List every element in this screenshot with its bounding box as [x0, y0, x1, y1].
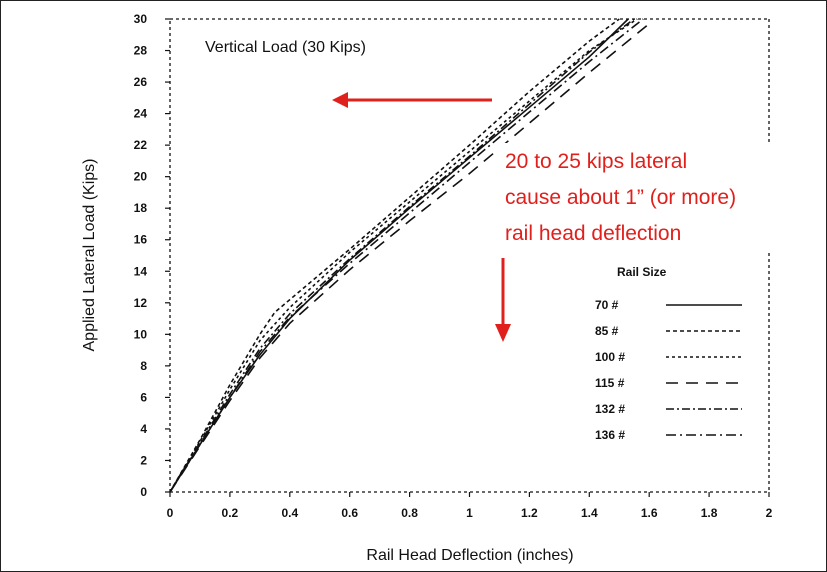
x-axis-title: Rail Head Deflection (inches): [366, 547, 573, 564]
legend-label: 136 #: [595, 428, 625, 442]
y-tick-label: 24: [134, 107, 148, 121]
x-tick-label: 0.6: [341, 506, 358, 520]
series-line-6: [169, 18, 644, 493]
y-tick-label: 4: [140, 422, 147, 436]
y-tick-label: 14: [134, 264, 148, 278]
y-tick-label: 16: [134, 233, 148, 247]
y-tick-label: 26: [134, 75, 148, 89]
x-tick-label: 2: [766, 506, 773, 520]
y-tick-label: 30: [134, 12, 148, 26]
series-line-4: [169, 23, 650, 493]
annotation-arrowhead-down: [495, 324, 511, 342]
series-line-1: [169, 18, 629, 493]
y-tick-label: 28: [134, 44, 148, 58]
y-tick-label: 12: [134, 296, 148, 310]
series-line-5: [169, 18, 635, 493]
y-tick-label: 0: [140, 485, 147, 499]
y-tick-label: 22: [134, 138, 148, 152]
x-tick-label: 0: [167, 506, 174, 520]
y-tick-label: 8: [140, 359, 147, 373]
y-tick-label: 18: [134, 201, 148, 215]
legend-label: 132 #: [595, 402, 625, 416]
x-tick-label: 1.2: [521, 506, 538, 520]
legend-label: 70 #: [595, 298, 619, 312]
chart-title: Vertical Load (30 Kips): [205, 39, 366, 56]
y-tick-label: 20: [134, 170, 148, 184]
x-tick-label: 1: [466, 506, 473, 520]
annotation-backdrop: [498, 143, 818, 253]
series-line-2: [169, 18, 620, 493]
legend-title: Rail Size: [617, 265, 667, 279]
legend-label: 100 #: [595, 350, 625, 364]
annotation-text-line: rail head deflection: [505, 222, 681, 245]
legend-label: 85 #: [595, 324, 619, 338]
x-tick-label: 0.4: [281, 506, 298, 520]
annotation-arrowhead-left: [332, 92, 348, 108]
legend-label: 115 #: [595, 376, 625, 390]
x-tick-label: 1.8: [701, 506, 718, 520]
y-tick-label: 6: [140, 390, 147, 404]
annotation-text-line: cause about 1” (or more): [505, 186, 736, 209]
y-tick-label: 10: [134, 327, 148, 341]
x-tick-label: 0.8: [401, 506, 418, 520]
y-tick-label: 2: [140, 453, 147, 467]
x-tick-label: 0.2: [222, 506, 239, 520]
y-axis-title: Applied Lateral Load (Kips): [81, 158, 98, 351]
x-tick-label: 1.6: [641, 506, 658, 520]
series-line-3: [169, 18, 638, 493]
x-tick-label: 1.4: [581, 506, 598, 520]
annotation-text-line: 20 to 25 kips lateral: [505, 150, 687, 173]
